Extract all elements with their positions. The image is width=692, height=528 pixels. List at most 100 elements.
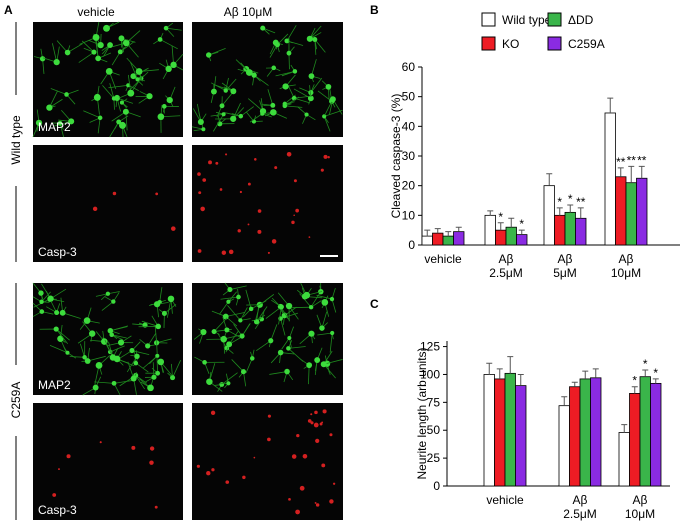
cell	[57, 120, 63, 126]
cell	[107, 327, 114, 334]
cell	[226, 381, 231, 386]
error-bar	[445, 231, 452, 237]
cell	[226, 341, 233, 348]
cell	[155, 370, 161, 376]
cell	[306, 362, 313, 369]
cell	[330, 330, 335, 336]
y-axis-label: Cleaved caspase-3 (%)	[389, 94, 403, 219]
cell	[135, 77, 140, 82]
cell	[166, 96, 173, 104]
cell	[197, 119, 204, 126]
neurite	[281, 337, 290, 350]
neurite	[331, 298, 337, 313]
cell	[38, 290, 44, 296]
neurite	[159, 39, 178, 50]
cell	[117, 49, 123, 55]
panel-label: A	[4, 3, 13, 17]
neurite	[131, 350, 150, 356]
neurite	[67, 43, 83, 53]
cell	[292, 69, 298, 74]
cell	[200, 328, 207, 336]
cell	[308, 90, 314, 96]
cell	[303, 291, 311, 299]
x-tick-label: vehicle	[424, 252, 462, 266]
micrograph	[192, 145, 343, 262]
cell	[248, 306, 254, 312]
image-label: Casp-3	[38, 503, 77, 517]
cell	[329, 433, 333, 437]
error-bar	[631, 386, 638, 394]
neurite	[240, 307, 248, 321]
cell	[113, 94, 121, 102]
cell	[307, 95, 314, 102]
neurite	[87, 355, 106, 362]
cell	[242, 475, 246, 480]
neurite	[253, 74, 269, 86]
cell	[320, 168, 324, 172]
neurite	[83, 110, 101, 119]
bar	[579, 378, 591, 487]
neurite	[240, 106, 254, 117]
cell	[320, 361, 327, 368]
cell	[228, 249, 234, 255]
cell	[157, 358, 165, 366]
cell	[88, 330, 96, 337]
neurite	[314, 39, 326, 53]
cell	[170, 226, 176, 231]
neurite	[221, 91, 234, 107]
cell	[270, 109, 277, 116]
bar	[495, 229, 507, 246]
neurite	[323, 363, 336, 379]
neurite	[135, 375, 146, 390]
error-bar	[497, 222, 504, 231]
cell	[319, 325, 325, 331]
bar	[505, 226, 517, 246]
neurite	[41, 291, 51, 303]
cell	[221, 250, 227, 255]
error-bar	[517, 373, 524, 386]
cell	[117, 339, 125, 346]
cell	[282, 103, 288, 109]
error-bar	[487, 210, 494, 216]
neurite	[247, 98, 264, 112]
neurite	[286, 40, 304, 46]
cell	[206, 378, 213, 385]
cell	[322, 114, 327, 119]
error-bar	[638, 165, 645, 179]
y-tick-label: 0	[433, 479, 440, 493]
cell	[83, 317, 91, 324]
cell	[93, 93, 101, 101]
neurite	[113, 380, 132, 384]
cell	[287, 335, 292, 340]
cell	[315, 438, 320, 444]
cell	[304, 112, 309, 117]
cell	[321, 463, 326, 468]
error-bar	[507, 356, 514, 374]
neurite	[62, 312, 81, 319]
neurite	[218, 301, 229, 315]
cell	[202, 360, 207, 365]
neurite	[50, 88, 67, 95]
cell	[99, 441, 102, 444]
neurite	[213, 317, 228, 332]
cell	[285, 302, 293, 310]
cell	[53, 326, 59, 332]
cell	[167, 295, 175, 303]
y-tick-label: 10	[402, 208, 416, 222]
cell	[153, 301, 161, 308]
cell	[54, 310, 60, 316]
error-bar	[577, 207, 584, 219]
cell	[219, 103, 225, 109]
neurite	[288, 348, 304, 362]
cell	[155, 192, 159, 196]
cell	[239, 190, 242, 194]
x-tick-label: Aβ 10μM	[625, 493, 655, 521]
neurite	[221, 372, 238, 385]
neurite	[171, 45, 174, 65]
cell	[296, 433, 300, 438]
cell	[197, 249, 202, 253]
error-bar	[496, 368, 503, 379]
neurite	[135, 362, 149, 373]
cell	[295, 208, 300, 213]
error-bar	[617, 167, 624, 177]
